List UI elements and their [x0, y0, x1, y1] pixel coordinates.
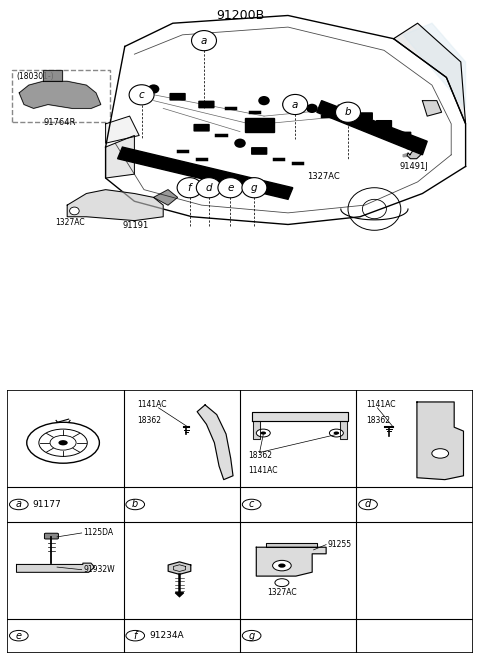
Polygon shape	[403, 23, 466, 108]
FancyBboxPatch shape	[193, 124, 210, 132]
Polygon shape	[407, 148, 422, 159]
Text: d: d	[365, 499, 371, 510]
Text: 1141AC: 1141AC	[138, 400, 167, 409]
Polygon shape	[175, 593, 184, 597]
Text: 1141AC: 1141AC	[366, 400, 395, 409]
Text: 91932W: 91932W	[83, 565, 115, 574]
Text: 18362: 18362	[248, 451, 272, 459]
Circle shape	[282, 100, 294, 109]
Text: 1141AC: 1141AC	[248, 466, 278, 475]
Text: c: c	[139, 90, 144, 100]
Polygon shape	[43, 70, 62, 81]
Polygon shape	[67, 190, 163, 220]
Circle shape	[10, 499, 28, 510]
Text: c: c	[249, 499, 254, 510]
Polygon shape	[340, 421, 347, 439]
Polygon shape	[317, 100, 427, 155]
Circle shape	[126, 630, 144, 641]
FancyBboxPatch shape	[251, 147, 267, 155]
Circle shape	[59, 440, 68, 445]
Text: 1327AC: 1327AC	[267, 588, 297, 598]
Polygon shape	[252, 421, 260, 439]
Text: 91491J: 91491J	[399, 162, 428, 171]
Circle shape	[329, 429, 343, 437]
Text: g: g	[249, 630, 255, 641]
Text: f: f	[188, 183, 192, 193]
Text: (180301-): (180301-)	[17, 72, 54, 81]
Circle shape	[242, 630, 261, 641]
Circle shape	[258, 96, 270, 105]
Polygon shape	[16, 563, 95, 572]
Circle shape	[359, 499, 377, 510]
Text: 18362: 18362	[138, 415, 162, 424]
Text: a: a	[201, 35, 207, 46]
Text: 1327AC: 1327AC	[55, 218, 84, 226]
Text: g: g	[251, 183, 258, 193]
Circle shape	[196, 178, 221, 197]
Polygon shape	[19, 81, 101, 108]
FancyBboxPatch shape	[169, 93, 186, 100]
Circle shape	[283, 94, 308, 115]
Text: 91177: 91177	[33, 500, 61, 509]
Text: 91234A: 91234A	[149, 631, 184, 640]
Text: a: a	[292, 100, 299, 110]
Polygon shape	[265, 543, 317, 547]
Circle shape	[218, 178, 243, 197]
Circle shape	[432, 449, 449, 458]
Polygon shape	[252, 412, 348, 421]
Circle shape	[10, 630, 28, 641]
Text: 91764R: 91764R	[44, 119, 76, 127]
Polygon shape	[422, 100, 442, 116]
Circle shape	[177, 178, 202, 197]
FancyBboxPatch shape	[337, 104, 354, 112]
Polygon shape	[154, 190, 178, 205]
Circle shape	[275, 579, 289, 586]
Circle shape	[148, 85, 159, 94]
Circle shape	[334, 432, 339, 435]
Circle shape	[256, 429, 270, 437]
Polygon shape	[403, 154, 407, 157]
Circle shape	[336, 102, 360, 122]
Polygon shape	[106, 116, 139, 143]
Polygon shape	[256, 547, 326, 576]
Polygon shape	[245, 118, 274, 132]
Circle shape	[192, 31, 216, 51]
Text: b: b	[345, 107, 351, 117]
Circle shape	[261, 432, 266, 435]
Circle shape	[306, 104, 318, 113]
Circle shape	[234, 138, 246, 148]
FancyBboxPatch shape	[198, 100, 215, 108]
Text: f: f	[133, 630, 137, 641]
FancyBboxPatch shape	[395, 132, 411, 139]
Text: 91191: 91191	[122, 220, 149, 230]
Text: 1327AC: 1327AC	[307, 173, 340, 181]
Text: 91200B: 91200B	[216, 9, 264, 22]
Polygon shape	[106, 135, 134, 178]
Circle shape	[242, 178, 267, 197]
Text: a: a	[16, 499, 22, 510]
Circle shape	[129, 85, 154, 105]
Circle shape	[273, 560, 291, 571]
Polygon shape	[118, 147, 293, 199]
Polygon shape	[168, 562, 191, 575]
FancyBboxPatch shape	[45, 533, 59, 539]
Polygon shape	[394, 23, 466, 124]
Circle shape	[242, 499, 261, 510]
Text: d: d	[205, 183, 212, 193]
Text: 18362: 18362	[366, 415, 390, 424]
FancyBboxPatch shape	[357, 112, 373, 120]
Circle shape	[126, 499, 144, 510]
Text: 1125DA: 1125DA	[83, 529, 113, 537]
Text: e: e	[227, 183, 234, 193]
Text: e: e	[16, 630, 22, 641]
Circle shape	[70, 207, 79, 215]
FancyBboxPatch shape	[376, 120, 392, 128]
Polygon shape	[12, 70, 110, 122]
Polygon shape	[197, 405, 233, 480]
Text: b: b	[132, 499, 138, 510]
Circle shape	[278, 564, 286, 567]
Polygon shape	[417, 402, 464, 480]
Text: 91255: 91255	[327, 540, 352, 549]
